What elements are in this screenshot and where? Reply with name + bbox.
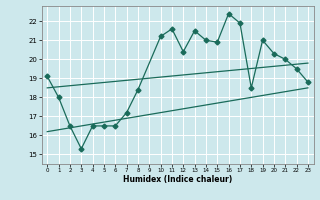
X-axis label: Humidex (Indice chaleur): Humidex (Indice chaleur) — [123, 175, 232, 184]
